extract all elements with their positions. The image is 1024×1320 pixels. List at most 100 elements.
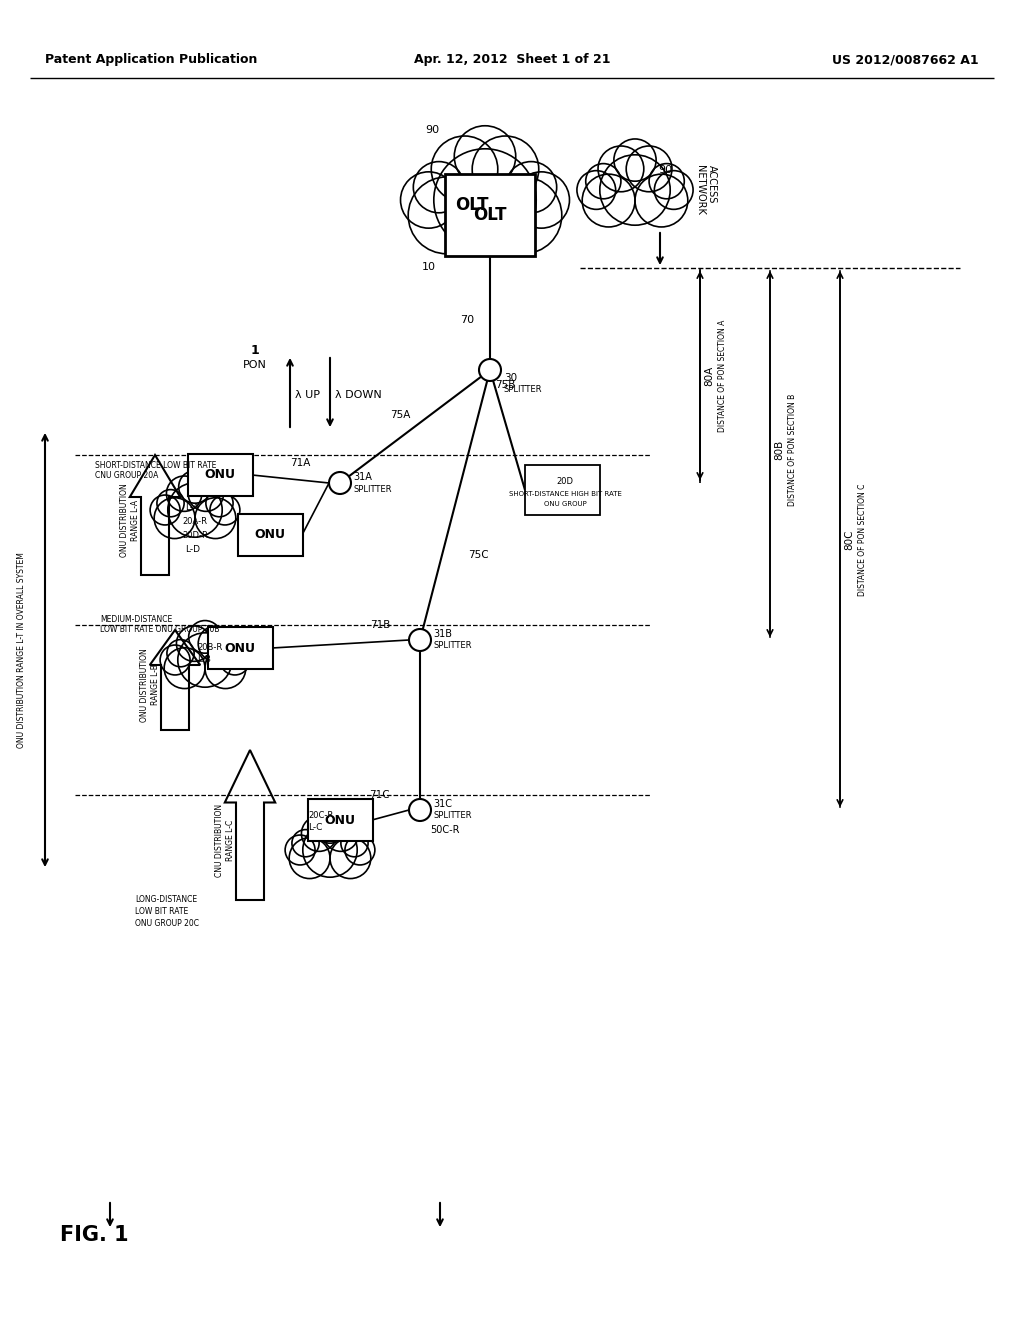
Text: 50C-R: 50C-R bbox=[430, 825, 460, 836]
Text: 20C-R: 20C-R bbox=[308, 812, 333, 821]
Text: ONU: ONU bbox=[255, 528, 286, 541]
Circle shape bbox=[199, 626, 233, 661]
Circle shape bbox=[586, 164, 621, 199]
Text: L-D: L-D bbox=[185, 545, 200, 554]
Circle shape bbox=[285, 836, 315, 865]
Circle shape bbox=[205, 648, 246, 689]
Circle shape bbox=[409, 630, 431, 651]
Text: OLT: OLT bbox=[473, 206, 507, 224]
Text: SPLITTER: SPLITTER bbox=[353, 484, 391, 494]
Circle shape bbox=[654, 170, 693, 210]
Text: CNU GROUP 20A: CNU GROUP 20A bbox=[95, 470, 159, 479]
Circle shape bbox=[600, 154, 670, 226]
Text: SPLITTER: SPLITTER bbox=[433, 812, 471, 821]
Circle shape bbox=[167, 477, 202, 511]
Text: 71C: 71C bbox=[370, 789, 390, 800]
Circle shape bbox=[577, 170, 615, 210]
Circle shape bbox=[506, 161, 557, 213]
Text: 31C: 31C bbox=[433, 799, 452, 809]
Text: λ DOWN: λ DOWN bbox=[335, 389, 382, 400]
Circle shape bbox=[210, 495, 240, 525]
Text: SPLITTER: SPLITTER bbox=[504, 385, 543, 395]
Circle shape bbox=[434, 149, 537, 251]
Polygon shape bbox=[150, 630, 201, 730]
Circle shape bbox=[216, 640, 243, 667]
Circle shape bbox=[409, 177, 485, 253]
Text: 75B: 75B bbox=[495, 380, 515, 389]
FancyBboxPatch shape bbox=[208, 627, 272, 669]
Circle shape bbox=[479, 359, 501, 381]
Text: 30: 30 bbox=[504, 374, 517, 383]
Circle shape bbox=[176, 626, 212, 661]
Text: PON: PON bbox=[243, 360, 267, 370]
Circle shape bbox=[324, 816, 358, 851]
Text: 31B: 31B bbox=[433, 630, 452, 639]
Text: 80B: 80B bbox=[774, 440, 784, 461]
Text: L-B: L-B bbox=[197, 656, 211, 664]
Text: ONU DISTRIBUTION
RANGE L-B: ONU DISTRIBUTION RANGE L-B bbox=[140, 648, 160, 722]
Text: 31A: 31A bbox=[353, 473, 372, 482]
Text: DISTANCE OF PON SECTION C: DISTANCE OF PON SECTION C bbox=[858, 484, 867, 597]
Circle shape bbox=[472, 136, 539, 202]
Text: 10: 10 bbox=[422, 261, 436, 272]
Circle shape bbox=[157, 490, 184, 517]
Text: 90: 90 bbox=[658, 165, 672, 176]
Text: SHORT-DISTANCE HIGH BIT RATE: SHORT-DISTANCE HIGH BIT RATE bbox=[509, 491, 622, 498]
Circle shape bbox=[313, 810, 346, 843]
Circle shape bbox=[292, 829, 319, 857]
Text: 1: 1 bbox=[251, 343, 259, 356]
Text: FIG. 1: FIG. 1 bbox=[60, 1225, 129, 1245]
Circle shape bbox=[164, 648, 205, 689]
Text: ONU DISTRIBUTION
RANGE L-A: ONU DISTRIBUTION RANGE L-A bbox=[120, 483, 139, 557]
Circle shape bbox=[330, 838, 371, 879]
Circle shape bbox=[329, 473, 351, 494]
Text: SPLITTER: SPLITTER bbox=[433, 642, 471, 651]
Circle shape bbox=[167, 640, 195, 667]
Circle shape bbox=[513, 172, 569, 228]
Polygon shape bbox=[225, 750, 275, 900]
Text: LOW BIT RATE ONU GROUP 20B: LOW BIT RATE ONU GROUP 20B bbox=[100, 626, 219, 635]
Text: ONU: ONU bbox=[205, 469, 236, 482]
Text: Apr. 12, 2012  Sheet 1 of 21: Apr. 12, 2012 Sheet 1 of 21 bbox=[414, 54, 610, 66]
Circle shape bbox=[598, 147, 644, 191]
Circle shape bbox=[414, 161, 465, 213]
Circle shape bbox=[289, 838, 330, 879]
Text: λ UP: λ UP bbox=[295, 389, 319, 400]
Text: ONU: ONU bbox=[224, 642, 256, 655]
Circle shape bbox=[303, 822, 357, 878]
Text: 20A-R: 20A-R bbox=[182, 517, 207, 527]
Circle shape bbox=[178, 470, 211, 503]
Circle shape bbox=[206, 490, 233, 517]
Polygon shape bbox=[130, 455, 180, 576]
Text: 20B-R: 20B-R bbox=[197, 644, 222, 652]
Circle shape bbox=[455, 125, 516, 187]
FancyBboxPatch shape bbox=[525, 465, 600, 515]
Text: 80C: 80C bbox=[844, 529, 854, 550]
Text: DISTANCE OF PON SECTION B: DISTANCE OF PON SECTION B bbox=[788, 393, 797, 506]
Circle shape bbox=[155, 498, 195, 539]
Circle shape bbox=[485, 177, 562, 253]
Text: 90: 90 bbox=[425, 125, 439, 135]
Circle shape bbox=[168, 483, 222, 537]
Text: ONU GROUP 20C: ONU GROUP 20C bbox=[135, 920, 199, 928]
Text: 75C: 75C bbox=[468, 550, 488, 560]
Circle shape bbox=[341, 829, 368, 857]
Text: 20D-R: 20D-R bbox=[182, 532, 208, 540]
Circle shape bbox=[635, 174, 688, 227]
Circle shape bbox=[649, 164, 684, 199]
Text: L-A: L-A bbox=[185, 503, 199, 512]
Circle shape bbox=[409, 799, 431, 821]
Circle shape bbox=[301, 816, 337, 851]
Text: LONG-DISTANCE: LONG-DISTANCE bbox=[135, 895, 198, 904]
Circle shape bbox=[188, 620, 221, 653]
Circle shape bbox=[400, 172, 457, 228]
Text: SHORT-DISTANCE LOW BIT RATE: SHORT-DISTANCE LOW BIT RATE bbox=[95, 461, 216, 470]
FancyBboxPatch shape bbox=[445, 174, 535, 256]
FancyBboxPatch shape bbox=[238, 513, 302, 556]
Circle shape bbox=[160, 645, 190, 675]
Text: 71B: 71B bbox=[370, 620, 390, 630]
Text: LOW BIT RATE: LOW BIT RATE bbox=[135, 908, 188, 916]
Text: ONU GROUP: ONU GROUP bbox=[544, 502, 587, 507]
Text: ONU: ONU bbox=[325, 813, 355, 826]
Text: US 2012/0087662 A1: US 2012/0087662 A1 bbox=[833, 54, 979, 66]
